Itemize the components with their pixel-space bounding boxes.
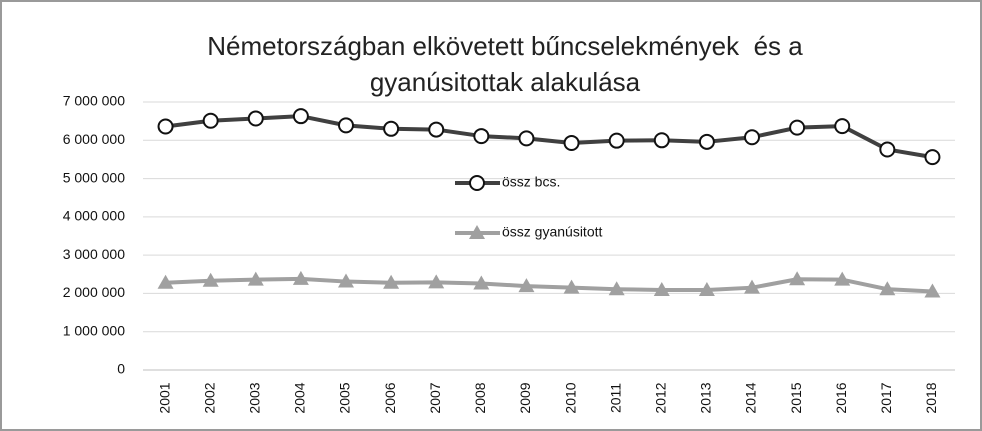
y-tick-label: 4 000 000 (63, 208, 125, 224)
x-tick-label: 2018 (923, 382, 939, 413)
point-marker (653, 132, 670, 149)
point-marker (473, 128, 490, 145)
point-marker (879, 141, 896, 158)
x-tick-label: 2011 (607, 383, 623, 413)
point-marker (563, 279, 580, 294)
y-tick-label: 1 000 000 (63, 322, 125, 338)
x-tick-label: 2004 (292, 382, 308, 413)
point-marker (383, 274, 400, 289)
y-tick-label: 6 000 000 (63, 131, 125, 147)
x-tick-label: 2016 (833, 382, 849, 413)
point-marker (428, 274, 445, 289)
x-tick-label: 2010 (562, 382, 578, 413)
x-tick-label: 2012 (652, 382, 668, 413)
x-tick-label: 2013 (698, 382, 714, 413)
point-marker (292, 270, 309, 285)
legend-marker (469, 175, 485, 191)
point-marker (608, 281, 625, 296)
point-marker (924, 149, 941, 166)
point-marker (698, 281, 715, 296)
point-marker (789, 119, 806, 136)
x-tick-label: 2008 (472, 382, 488, 413)
series-line (165, 276, 933, 294)
point-marker (338, 273, 354, 288)
point-marker (744, 129, 760, 146)
point-marker (789, 271, 806, 286)
point-marker (834, 271, 851, 286)
point-marker (202, 272, 219, 287)
point-marker (428, 121, 445, 138)
y-tick-label: 0 (117, 361, 125, 377)
point-marker (879, 281, 896, 296)
point-marker (292, 108, 309, 125)
y-tick-label: 5 000 000 (63, 169, 125, 185)
point-marker (247, 110, 264, 127)
legend-marker (469, 225, 485, 239)
point-marker (202, 112, 219, 129)
x-tick-label: 2017 (878, 382, 894, 413)
chart-title: Németországban elkövetett bűncselekménye… (207, 31, 810, 97)
x-tick-label: 2001 (156, 382, 172, 413)
legend-label: össz bcs. (502, 174, 560, 190)
point-marker (157, 274, 174, 289)
point-marker (608, 132, 625, 149)
point-marker (338, 117, 354, 134)
point-marker (518, 278, 535, 293)
point-marker (744, 279, 760, 294)
x-tick-label: 2014 (743, 382, 759, 413)
point-marker (924, 283, 941, 298)
x-tick-label: 2009 (517, 382, 533, 413)
point-marker (518, 130, 535, 147)
x-tick-label: 2006 (382, 382, 398, 413)
point-marker (247, 271, 264, 286)
y-tick-label: 7 000 000 (63, 93, 125, 109)
x-tick-label: 2003 (246, 382, 262, 413)
point-marker (157, 118, 174, 135)
point-marker (473, 275, 490, 290)
point-marker (653, 281, 670, 296)
y-tick-label: 3 000 000 (63, 246, 125, 262)
point-marker (698, 133, 715, 150)
x-tick-label: 2005 (337, 382, 353, 413)
legend-label: össz gyanúsitott (502, 224, 602, 240)
point-marker (834, 118, 851, 135)
point-marker (563, 134, 580, 151)
x-tick-label: 2015 (788, 382, 804, 413)
point-marker (383, 120, 400, 137)
x-tick-label: 2002 (201, 382, 217, 413)
x-tick-label: 2007 (427, 382, 443, 413)
y-tick-label: 2 000 000 (63, 284, 125, 300)
